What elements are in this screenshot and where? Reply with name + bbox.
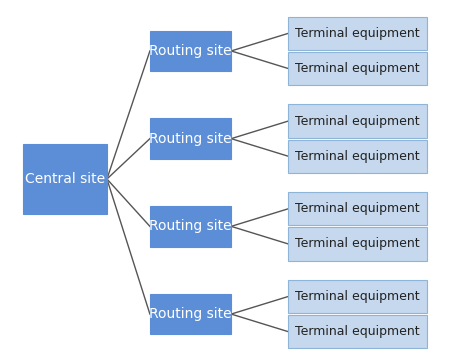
Text: Terminal equipment: Terminal equipment: [295, 115, 420, 127]
FancyBboxPatch shape: [150, 31, 231, 71]
Text: Terminal equipment: Terminal equipment: [295, 202, 420, 215]
Text: Routing site: Routing site: [149, 219, 232, 233]
FancyBboxPatch shape: [288, 227, 428, 261]
Text: Terminal equipment: Terminal equipment: [295, 290, 420, 303]
FancyBboxPatch shape: [150, 294, 231, 334]
FancyBboxPatch shape: [150, 118, 231, 159]
Text: Terminal equipment: Terminal equipment: [295, 62, 420, 75]
FancyBboxPatch shape: [288, 52, 428, 85]
Text: Terminal equipment: Terminal equipment: [295, 237, 420, 250]
Text: Central site: Central site: [25, 172, 105, 186]
FancyBboxPatch shape: [23, 144, 107, 214]
FancyBboxPatch shape: [288, 17, 428, 50]
Text: Routing site: Routing site: [149, 132, 232, 146]
FancyBboxPatch shape: [288, 105, 428, 138]
Text: Routing site: Routing site: [149, 44, 232, 58]
FancyBboxPatch shape: [288, 192, 428, 226]
FancyBboxPatch shape: [288, 140, 428, 173]
Text: Terminal equipment: Terminal equipment: [295, 325, 420, 338]
Text: Terminal equipment: Terminal equipment: [295, 27, 420, 40]
FancyBboxPatch shape: [150, 206, 231, 247]
FancyBboxPatch shape: [288, 315, 428, 348]
FancyBboxPatch shape: [288, 280, 428, 313]
Text: Terminal equipment: Terminal equipment: [295, 150, 420, 163]
Text: Routing site: Routing site: [149, 307, 232, 321]
